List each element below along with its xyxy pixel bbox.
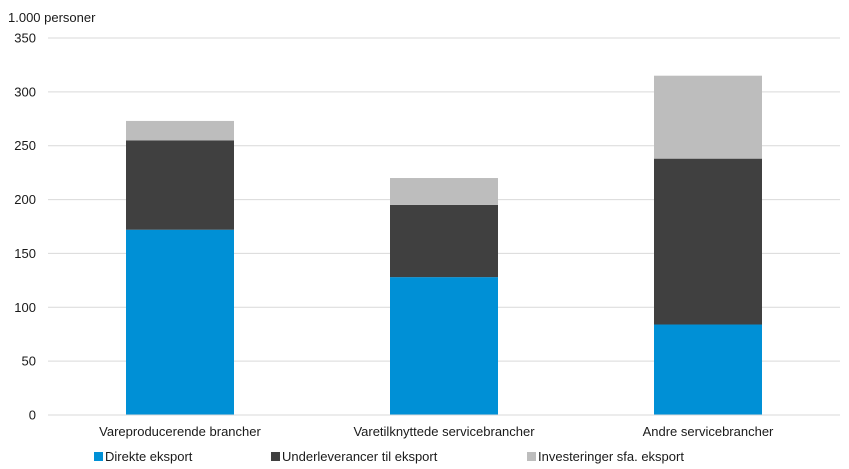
bar-segment <box>654 158 762 325</box>
legend-swatch <box>94 452 103 461</box>
bar-segment <box>126 120 234 141</box>
bar-segment <box>390 277 498 415</box>
y-tick-label: 200 <box>14 192 36 207</box>
y-tick-label: 250 <box>14 138 36 153</box>
legend-label: Underleverancer til eksport <box>282 449 438 464</box>
bar-segment <box>390 204 498 278</box>
legend: Direkte eksport Underleverancer til ekspo… <box>94 449 684 464</box>
y-tick-label: 300 <box>14 84 36 99</box>
legend-swatch <box>271 452 280 461</box>
bar-segment <box>126 140 234 230</box>
y-tick-label: 50 <box>22 354 36 369</box>
x-category-label: Andre servicebrancher <box>643 424 774 439</box>
y-tick-label: 150 <box>14 246 36 261</box>
legend-swatch <box>527 452 536 461</box>
y-tick-label: 350 <box>14 31 36 46</box>
legend-label: Direkte eksport <box>105 449 193 464</box>
unit-label: 1.000 personer <box>8 10 96 25</box>
x-category-label: Varetilknyttede servicebrancher <box>353 424 535 439</box>
legend-label: Investeringer sfa. eksport <box>538 449 684 464</box>
x-category-label: Vareproducerende brancher <box>99 424 261 439</box>
bar-segment <box>654 75 762 159</box>
x-axis-category-labels: Vareproducerende brancher Varetilknyttede… <box>99 424 774 439</box>
bar-segment <box>390 178 498 205</box>
bars <box>126 75 762 415</box>
y-axis-tick-labels: 0 50 100 150 200 250 300 350 <box>14 31 36 423</box>
bar-segment <box>126 229 234 415</box>
y-tick-label: 100 <box>14 300 36 315</box>
bar-segment <box>654 324 762 415</box>
y-tick-label: 0 <box>29 408 36 423</box>
